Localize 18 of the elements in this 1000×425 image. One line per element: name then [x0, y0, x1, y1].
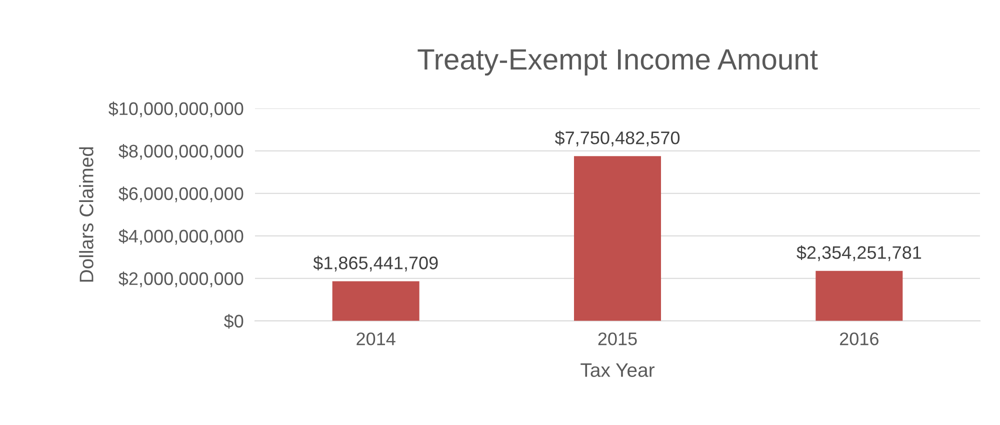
y-tick-label: $10,000,000,000	[108, 102, 244, 118]
bar	[574, 156, 661, 321]
x-tick-label: 2014	[356, 332, 396, 346]
y-tick-label: $0	[224, 314, 244, 329]
bar	[332, 281, 420, 321]
data-label: $7,750,482,570	[554, 130, 680, 146]
y-tick-label: $6,000,000,000	[118, 186, 244, 202]
data-label: $1,865,441,709	[313, 256, 438, 272]
data-label: $2,354,251,781	[796, 245, 922, 262]
x-tick-label: 2016	[840, 332, 878, 346]
y-tick-label: $8,000,000,000	[118, 144, 244, 160]
chart-title: Treaty-Exempt Income Amount	[418, 49, 818, 76]
x-axis-title: Tax Year	[580, 363, 654, 377]
y-axis-title: Dollars Claimed	[79, 147, 94, 282]
y-tick-label: $2,000,000,000	[118, 272, 244, 288]
x-tick-label: 2015	[598, 332, 637, 346]
y-tick-label: $4,000,000,000	[118, 229, 244, 245]
bar	[816, 270, 903, 321]
